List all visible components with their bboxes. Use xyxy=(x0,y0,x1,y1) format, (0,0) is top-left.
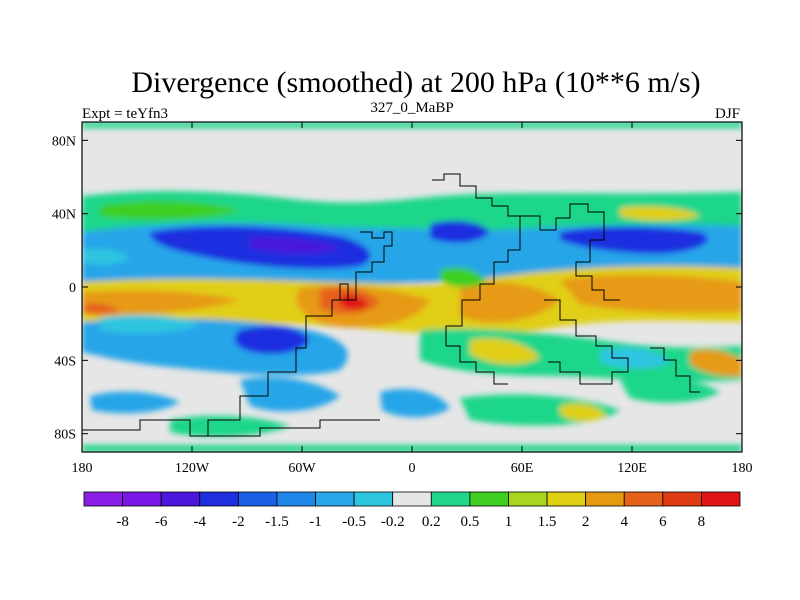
plot-area xyxy=(81,121,743,453)
x-tick-label-5: 120E xyxy=(617,461,647,476)
colorbar-label-12: 2 xyxy=(582,514,590,530)
y-tick-label-2: 0 xyxy=(69,281,76,296)
colorbar-swatch-3 xyxy=(199,491,239,507)
coastline-asia xyxy=(520,203,620,301)
colorbar-swatch-1 xyxy=(122,491,162,507)
x-tick-label-4: 60E xyxy=(511,461,534,476)
colorbar-swatch-16 xyxy=(701,491,741,507)
colorbar-swatch-9 xyxy=(430,491,471,507)
x-tick-label-2: 60W xyxy=(288,461,316,476)
y-tick-label-0: 80N xyxy=(52,134,76,149)
colorbar: -8 -6 -4 -2 -1.5 -1 -0.5 -0.2 0.2 0.5 1 1.5 2 4 6 8 xyxy=(83,491,741,530)
colorbar-label-13: 4 xyxy=(620,514,628,530)
colorbar-label-0: -8 xyxy=(116,514,129,530)
subtitle-right: DJF xyxy=(715,106,740,122)
coastline-indonesia-australia xyxy=(544,299,629,385)
colorbar-label-10: 1 xyxy=(505,514,513,530)
subtitle-left: Expt = teYfn3 xyxy=(82,106,168,122)
colorbar-swatch-5 xyxy=(276,491,316,507)
colorbar-swatch-7 xyxy=(353,491,394,507)
africa-yellow-patch xyxy=(470,338,540,365)
colorbar-label-4: -1.5 xyxy=(265,514,289,530)
colorbar-label-6: -0.5 xyxy=(342,514,366,530)
x-tick-label-3: 0 xyxy=(409,461,416,476)
colorbar-label-9: 0.5 xyxy=(461,514,480,530)
colorbar-label-7: -0.2 xyxy=(381,514,405,530)
coastline-antarctica xyxy=(82,419,380,437)
south-blue-core xyxy=(234,325,310,355)
colorbar-label-3: -2 xyxy=(232,514,245,530)
colorbar-label-11: 1.5 xyxy=(538,514,557,530)
coastlines xyxy=(82,173,700,437)
colorbar-label-8: 0.2 xyxy=(422,514,441,530)
coastline-americas xyxy=(190,231,393,437)
colorbar-swatch-0 xyxy=(83,491,123,507)
north-purple-core xyxy=(250,237,340,254)
y-tick-label-4: 80S xyxy=(54,428,76,443)
west-pacific-red-patch xyxy=(84,303,120,315)
colorbar-swatch-14 xyxy=(623,491,664,507)
colorbar-swatch-12 xyxy=(546,491,587,507)
colorbar-swatch-8 xyxy=(392,491,432,507)
coastline-newzealand xyxy=(650,347,700,393)
x-tick-label-0: 180 xyxy=(72,461,93,476)
africa-green-patch xyxy=(440,267,486,288)
coastline-africa-europe xyxy=(432,173,521,385)
colorbar-label-5: -1 xyxy=(309,514,322,530)
west-cyan-patch xyxy=(82,248,130,265)
east-blue-band xyxy=(560,226,708,254)
colorbar-label-2: -4 xyxy=(194,514,207,530)
subtitle-center: 327_0_MaBP xyxy=(370,100,453,116)
southeast-orange-patch xyxy=(690,349,742,377)
colorbar-swatch-15 xyxy=(662,491,702,507)
y-tick-label-3: 40S xyxy=(54,354,76,369)
chart-title: Divergence (smoothed) at 200 hPa (10**6 … xyxy=(131,66,700,99)
southern-ocean-yellow-patch xyxy=(560,403,606,422)
southern-ocean-green-patches xyxy=(170,376,720,437)
x-axis: 180 120W 60W 0 60E 120E 180 xyxy=(72,122,753,476)
south-pacific-cyan-patch xyxy=(100,315,200,334)
colorbar-label-14: 6 xyxy=(659,514,667,530)
x-tick-label-1: 120W xyxy=(175,461,210,476)
south-atlantic-deepred-core xyxy=(340,294,368,310)
colorbar-swatch-13 xyxy=(585,491,625,507)
y-axis: 80N 40N 0 40S 80S xyxy=(52,134,742,443)
colorbar-swatch-10 xyxy=(469,491,509,507)
colorbar-swatch-6 xyxy=(315,491,355,507)
y-tick-label-1: 40N xyxy=(52,208,76,223)
colorbar-label-15: 8 xyxy=(698,514,706,530)
field-layer xyxy=(82,122,742,452)
x-tick-label-6: 180 xyxy=(732,461,753,476)
midatlantic-blue-patch xyxy=(430,220,490,243)
colorbar-label-1: -6 xyxy=(155,514,168,530)
southern-ocean-blue-patches xyxy=(90,377,450,418)
colorbar-swatch-2 xyxy=(160,491,201,507)
colorbar-swatch-4 xyxy=(237,491,278,507)
north-lightgreen-patch xyxy=(100,201,240,220)
equatorial-orange-band xyxy=(82,274,742,328)
south-indian-cyan-patch xyxy=(600,347,670,369)
colorbar-swatch-11 xyxy=(508,491,548,507)
northeast-yellow-patch xyxy=(620,206,700,221)
